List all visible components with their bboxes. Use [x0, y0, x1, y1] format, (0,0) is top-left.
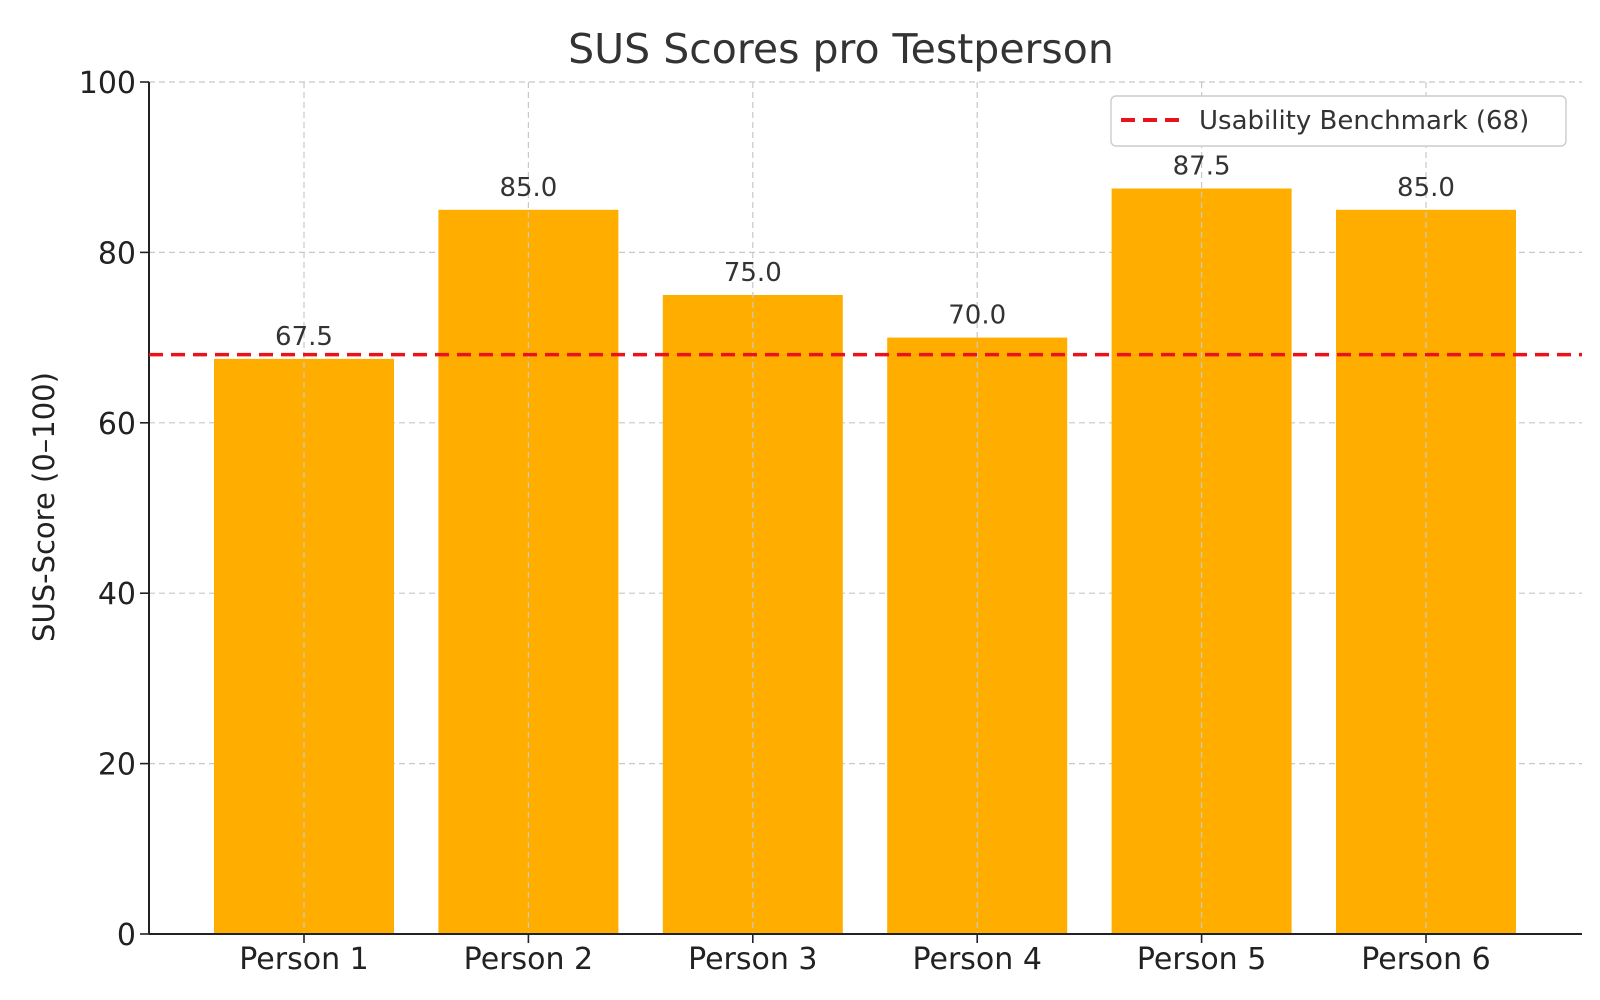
y-tick-label: 40: [98, 577, 136, 612]
tick-layer: 0 20 40 60 80 100 Person 1 Person 2 Person 3 Pers…: [79, 66, 1491, 977]
bar-value-label: 70.0: [948, 301, 1006, 331]
y-tick-label: 100: [79, 66, 136, 101]
legend: Usability Benchmark (68): [1110, 95, 1567, 147]
chart-title: SUS Scores pro Testperson: [568, 25, 1114, 73]
y-axis-label: SUS-Score (0–100): [27, 372, 61, 642]
x-tick-label: Person 5: [1137, 942, 1266, 977]
bar-value-label: 85.0: [1397, 173, 1455, 203]
bar-value-label: 75.0: [724, 258, 782, 288]
x-tick-label: Person 4: [912, 942, 1041, 977]
bar-value-label: 87.5: [1173, 152, 1231, 182]
axis-layer: [140, 81, 1582, 943]
legend-label: Usability Benchmark (68): [1199, 106, 1529, 136]
bar-value-label: 67.5: [275, 322, 333, 352]
y-tick-label: 80: [98, 236, 136, 271]
x-tick-label: Person 2: [464, 942, 593, 977]
x-tick-label: Person 3: [688, 942, 817, 977]
vertical-grid-layer: [303, 82, 1427, 934]
x-tick-label: Person 6: [1361, 942, 1490, 977]
y-tick-label: 60: [98, 407, 136, 442]
data-label-layer: 67.5 85.0 75.0 70.0 87.5 85.0: [275, 152, 1455, 352]
x-tick-label: Person 1: [239, 942, 368, 977]
bar-value-label: 85.0: [499, 173, 557, 203]
y-tick-label: 20: [98, 748, 136, 783]
legend-box: [1110, 95, 1567, 147]
y-tick-label: 0: [117, 918, 136, 953]
